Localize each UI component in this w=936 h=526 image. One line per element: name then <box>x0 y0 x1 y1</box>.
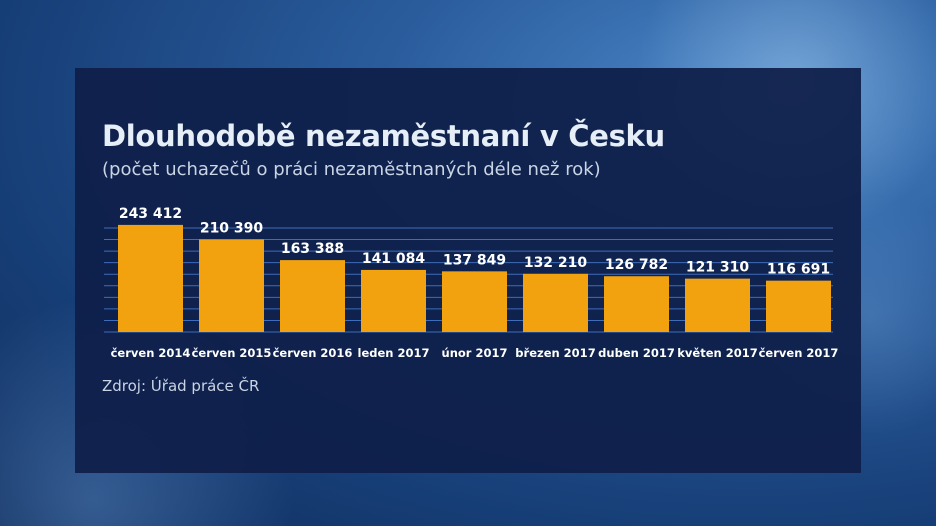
bars <box>118 224 831 332</box>
value-label: 132 210 <box>524 255 588 271</box>
x-tick-label: duben 2017 <box>598 346 675 360</box>
bar <box>118 224 183 332</box>
x-tick-label: březen 2017 <box>515 346 595 360</box>
bar <box>685 278 750 332</box>
value-label: 137 849 <box>443 252 506 268</box>
value-label: 163 388 <box>281 241 344 257</box>
bar <box>766 280 831 332</box>
chart-subtitle: (počet uchazečů o práci nezaměstnaných d… <box>102 159 601 180</box>
x-tick-label: únor 2017 <box>442 346 508 360</box>
source-note: Zdroj: Úřad práce ČR <box>102 377 260 395</box>
value-label: 121 310 <box>686 260 750 276</box>
value-labels: 243 412 210 390 163 388 141 084 137 849 132 2… <box>119 206 830 278</box>
chart-title: Dlouhodobě nezaměstnaní v Česku <box>102 119 665 153</box>
value-label: 126 782 <box>605 257 668 273</box>
bar <box>280 260 345 332</box>
bar <box>199 239 264 332</box>
x-tick-label: červen 2017 <box>759 346 839 360</box>
x-tick-label: květen 2017 <box>677 346 757 360</box>
value-label: 141 084 <box>362 251 426 267</box>
x-tick-label: leden 2017 <box>358 346 430 360</box>
bar <box>604 276 669 332</box>
x-tick-label: červen 2016 <box>273 346 353 360</box>
value-label: 116 691 <box>767 262 830 278</box>
bar <box>523 273 588 332</box>
x-tick-labels: červen 2014 červen 2015 červen 2016 leden 2… <box>111 346 839 360</box>
value-label: 243 412 <box>119 206 182 222</box>
x-tick-label: červen 2014 <box>111 346 191 360</box>
x-tick-label: červen 2015 <box>192 346 272 360</box>
value-label: 210 390 <box>200 220 264 236</box>
bar <box>442 271 507 332</box>
bar <box>361 269 426 332</box>
